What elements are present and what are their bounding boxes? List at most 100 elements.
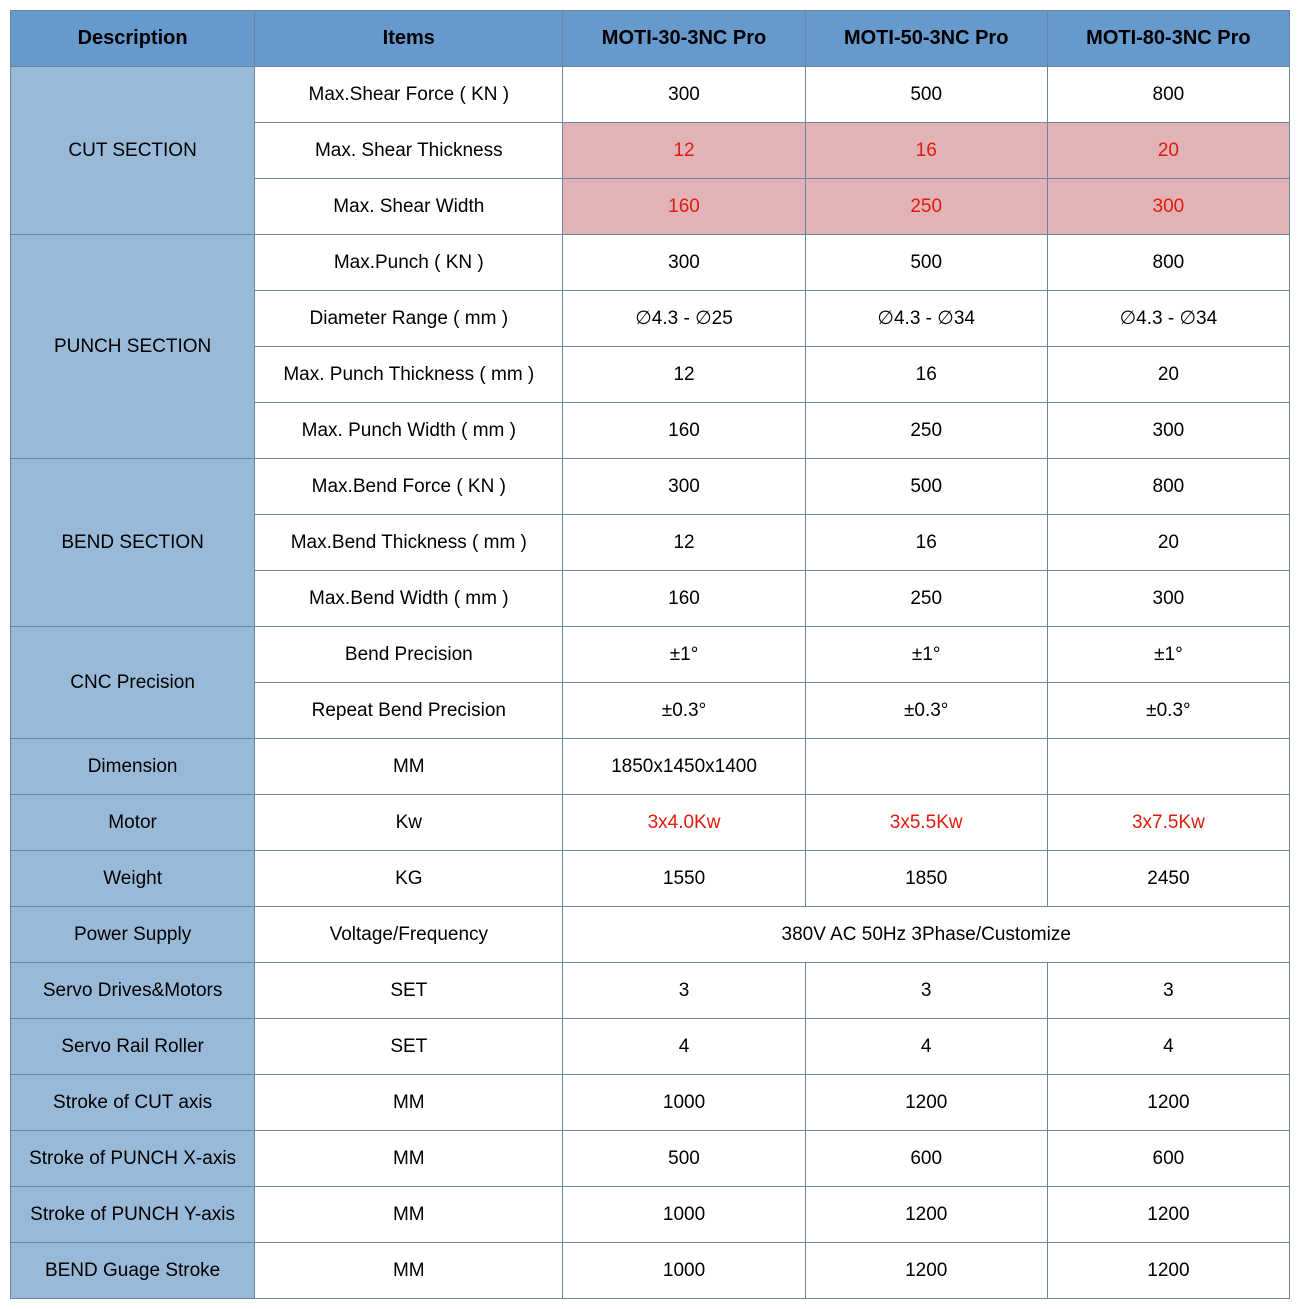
value-cell: 1200 [1047, 1243, 1289, 1299]
value-cell: 16 [805, 123, 1047, 179]
hdr-m80: MOTI-80-3NC Pro [1047, 11, 1289, 67]
value-cell: 1200 [805, 1187, 1047, 1243]
table-row: BEND SECTION Max.Bend Force ( KN ) 300 5… [11, 459, 1290, 515]
value-cell: 4 [1047, 1019, 1289, 1075]
table-row: CUT SECTION Max.Shear Force ( KN ) 300 5… [11, 67, 1290, 123]
value-cell: 600 [1047, 1131, 1289, 1187]
spec-table: Description Items MOTI-30-3NC Pro MOTI-5… [10, 10, 1290, 1299]
item-cell: MM [255, 1131, 563, 1187]
value-cell: 300 [563, 67, 805, 123]
value-cell: ∅4.3 - ∅25 [563, 291, 805, 347]
value-cell: 12 [563, 515, 805, 571]
table-row: Stroke of PUNCH Y-axis MM 1000 1200 1200 [11, 1187, 1290, 1243]
value-cell: 250 [805, 571, 1047, 627]
value-cell: 500 [805, 67, 1047, 123]
value-cell: 160 [563, 571, 805, 627]
item-cell: Max.Bend Thickness ( mm ) [255, 515, 563, 571]
desc-servo-rr: Servo Rail Roller [11, 1019, 255, 1075]
desc-stroke-py: Stroke of PUNCH Y-axis [11, 1187, 255, 1243]
value-cell: 3x5.5Kw [805, 795, 1047, 851]
item-cell: Max.Punch ( KN ) [255, 235, 563, 291]
value-cell: 1000 [563, 1243, 805, 1299]
value-cell: 3x7.5Kw [1047, 795, 1289, 851]
value-cell: 500 [805, 235, 1047, 291]
item-cell: Max. Punch Thickness ( mm ) [255, 347, 563, 403]
header-row: Description Items MOTI-30-3NC Pro MOTI-5… [11, 11, 1290, 67]
value-cell: 300 [1047, 571, 1289, 627]
value-cell: 300 [1047, 403, 1289, 459]
desc-stroke-px: Stroke of PUNCH X-axis [11, 1131, 255, 1187]
value-cell: 20 [1047, 123, 1289, 179]
value-cell: 1200 [805, 1243, 1047, 1299]
value-cell: ±1° [563, 627, 805, 683]
table-row: Power Supply Voltage/Frequency 380V AC 5… [11, 907, 1290, 963]
table-row: Dimension MM 1850x1450x1400 [11, 739, 1290, 795]
value-cell: 160 [563, 403, 805, 459]
table-row: CNC Precision Bend Precision ±1° ±1° ±1° [11, 627, 1290, 683]
item-cell: Max.Bend Width ( mm ) [255, 571, 563, 627]
table-row: BEND Guage Stroke MM 1000 1200 1200 [11, 1243, 1290, 1299]
item-cell: MM [255, 1243, 563, 1299]
value-cell: 16 [805, 515, 1047, 571]
hdr-m50: MOTI-50-3NC Pro [805, 11, 1047, 67]
desc-cnc: CNC Precision [11, 627, 255, 739]
value-cell: ∅4.3 - ∅34 [805, 291, 1047, 347]
item-cell: MM [255, 739, 563, 795]
item-cell: Voltage/Frequency [255, 907, 563, 963]
value-cell: 250 [805, 179, 1047, 235]
item-cell: MM [255, 1187, 563, 1243]
item-cell: MM [255, 1075, 563, 1131]
value-cell [1047, 739, 1289, 795]
item-cell: Max.Bend Force ( KN ) [255, 459, 563, 515]
table-row: Servo Drives&Motors SET 3 3 3 [11, 963, 1290, 1019]
table-row: Stroke of CUT axis MM 1000 1200 1200 [11, 1075, 1290, 1131]
item-cell: Max. Shear Thickness [255, 123, 563, 179]
value-cell: 3 [805, 963, 1047, 1019]
desc-power: Power Supply [11, 907, 255, 963]
value-cell: 1850 [805, 851, 1047, 907]
value-cell: 3x4.0Kw [563, 795, 805, 851]
item-cell: Diameter Range ( mm ) [255, 291, 563, 347]
value-cell: 800 [1047, 67, 1289, 123]
desc-dimension: Dimension [11, 739, 255, 795]
value-cell: 1000 [563, 1075, 805, 1131]
value-cell: ±0.3° [805, 683, 1047, 739]
value-cell: ∅4.3 - ∅34 [1047, 291, 1289, 347]
value-cell: 800 [1047, 235, 1289, 291]
value-cell: 20 [1047, 347, 1289, 403]
value-cell: 300 [563, 235, 805, 291]
item-cell: Repeat Bend Precision [255, 683, 563, 739]
value-cell: 250 [805, 403, 1047, 459]
value-cell: 20 [1047, 515, 1289, 571]
value-cell: 4 [563, 1019, 805, 1075]
value-cell [805, 739, 1047, 795]
value-cell: 800 [1047, 459, 1289, 515]
desc-servo-dm: Servo Drives&Motors [11, 963, 255, 1019]
item-cell: Max.Shear Force ( KN ) [255, 67, 563, 123]
desc-punch: PUNCH SECTION [11, 235, 255, 459]
item-cell: SET [255, 963, 563, 1019]
value-cell-merged: 380V AC 50Hz 3Phase/Customize [563, 907, 1290, 963]
value-cell: 2450 [1047, 851, 1289, 907]
hdr-items: Items [255, 11, 563, 67]
desc-stroke-cut: Stroke of CUT axis [11, 1075, 255, 1131]
item-cell: Max. Shear Width [255, 179, 563, 235]
value-cell: 1000 [563, 1187, 805, 1243]
desc-bend: BEND SECTION [11, 459, 255, 627]
value-cell: 16 [805, 347, 1047, 403]
table-row: Weight KG 1550 1850 2450 [11, 851, 1290, 907]
desc-bend-gauge: BEND Guage Stroke [11, 1243, 255, 1299]
value-cell: 3 [1047, 963, 1289, 1019]
value-cell: 1200 [805, 1075, 1047, 1131]
value-cell: 500 [563, 1131, 805, 1187]
value-cell: ±1° [1047, 627, 1289, 683]
table-row: Servo Rail Roller SET 4 4 4 [11, 1019, 1290, 1075]
value-cell: 1850x1450x1400 [563, 739, 805, 795]
value-cell: ±1° [805, 627, 1047, 683]
value-cell: ±0.3° [563, 683, 805, 739]
hdr-m30: MOTI-30-3NC Pro [563, 11, 805, 67]
item-cell: Bend Precision [255, 627, 563, 683]
item-cell: Max. Punch Width ( mm ) [255, 403, 563, 459]
value-cell: 600 [805, 1131, 1047, 1187]
value-cell: ±0.3° [1047, 683, 1289, 739]
